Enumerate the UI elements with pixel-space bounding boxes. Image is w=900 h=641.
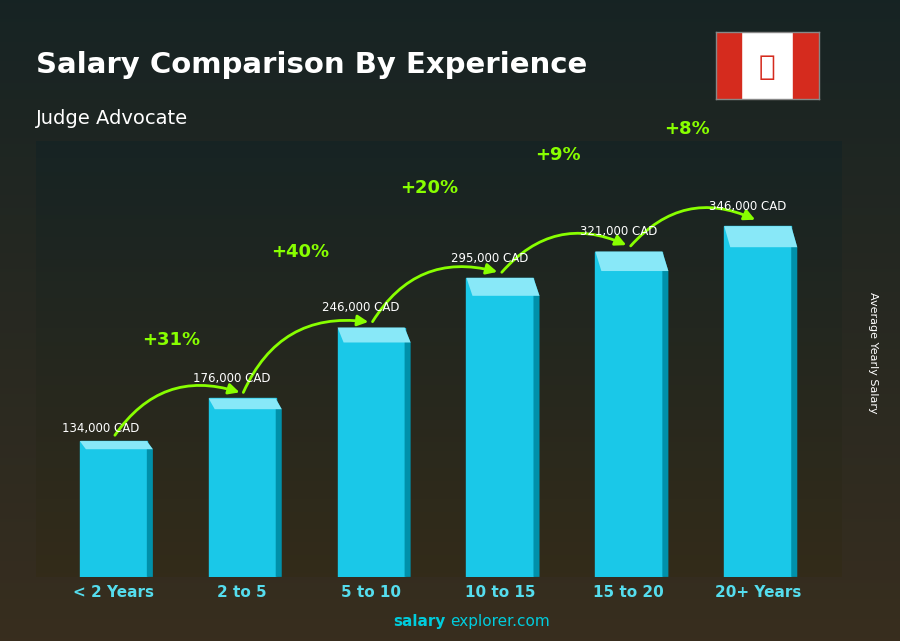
Polygon shape xyxy=(338,328,410,342)
Polygon shape xyxy=(466,278,539,296)
Polygon shape xyxy=(534,278,539,577)
Text: +20%: +20% xyxy=(400,179,458,197)
Bar xyxy=(466,278,534,577)
Text: 295,000 CAD: 295,000 CAD xyxy=(451,251,528,265)
Text: +8%: +8% xyxy=(664,121,710,138)
Text: Judge Advocate: Judge Advocate xyxy=(36,109,188,128)
Polygon shape xyxy=(662,251,669,577)
Text: 346,000 CAD: 346,000 CAD xyxy=(708,200,786,213)
Text: 246,000 CAD: 246,000 CAD xyxy=(322,301,400,314)
Bar xyxy=(338,328,405,577)
Polygon shape xyxy=(724,226,797,247)
Text: Average Yearly Salary: Average Yearly Salary xyxy=(868,292,878,413)
Polygon shape xyxy=(275,399,282,577)
Polygon shape xyxy=(209,399,282,409)
Text: salary: salary xyxy=(393,615,446,629)
Text: +31%: +31% xyxy=(142,331,201,349)
Bar xyxy=(595,251,662,577)
Text: 321,000 CAD: 321,000 CAD xyxy=(580,225,657,238)
Bar xyxy=(793,32,819,99)
Polygon shape xyxy=(80,441,153,449)
Text: 🍁: 🍁 xyxy=(759,53,776,81)
Text: 176,000 CAD: 176,000 CAD xyxy=(194,372,271,385)
Text: Salary Comparison By Experience: Salary Comparison By Experience xyxy=(36,51,587,79)
Text: +40%: +40% xyxy=(271,243,329,261)
Bar xyxy=(724,226,791,577)
Text: explorer.com: explorer.com xyxy=(450,615,550,629)
Polygon shape xyxy=(147,441,153,577)
Bar xyxy=(716,32,742,99)
Text: 134,000 CAD: 134,000 CAD xyxy=(62,422,140,435)
Bar xyxy=(80,441,147,577)
Bar xyxy=(209,399,275,577)
Text: +9%: +9% xyxy=(536,146,580,164)
Polygon shape xyxy=(595,251,669,271)
Polygon shape xyxy=(405,328,410,577)
Polygon shape xyxy=(791,226,797,577)
